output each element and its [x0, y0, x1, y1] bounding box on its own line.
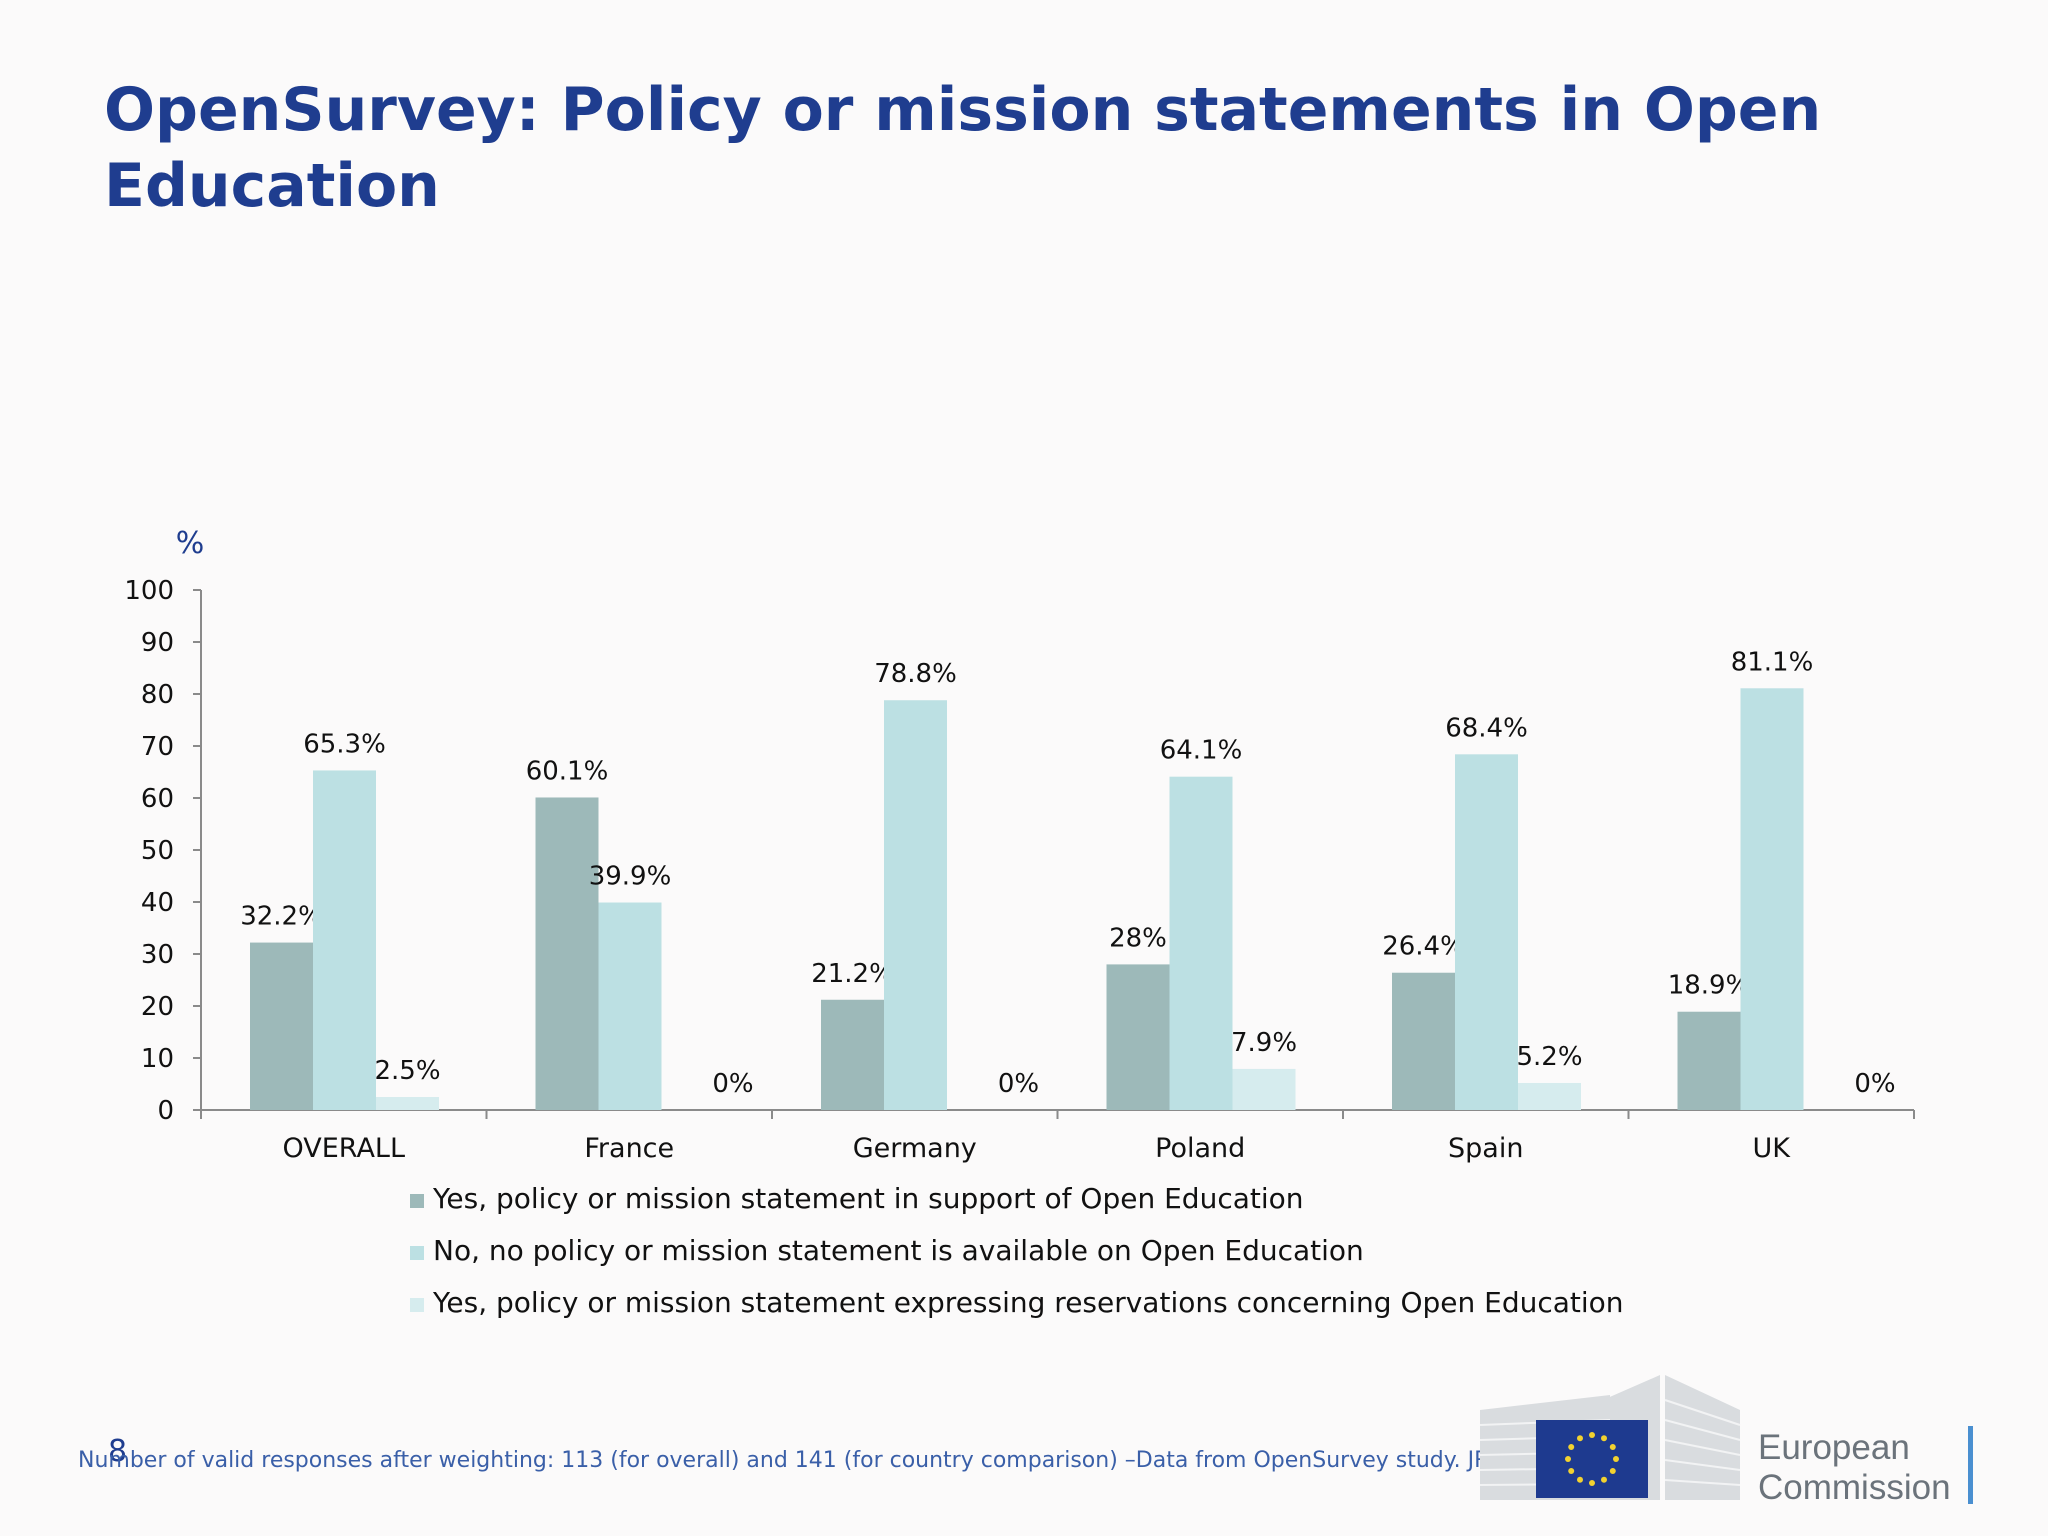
y-tick-label: 70 — [141, 732, 174, 762]
y-tick-label: 60 — [141, 784, 174, 814]
legend-label: Yes, policy or mission statement in supp… — [432, 1182, 1304, 1215]
y-tick-label: 80 — [141, 680, 174, 710]
y-axis-unit-label: % — [176, 526, 205, 561]
data-label: 39.9% — [589, 862, 672, 892]
bar — [1392, 972, 1455, 1110]
eu-star-icon — [1601, 1435, 1607, 1442]
eu-star-icon — [1589, 1432, 1595, 1438]
x-category-label: OVERALL — [282, 1133, 405, 1164]
legend-swatch — [410, 1246, 424, 1260]
eu-flag-icon — [1536, 1420, 1648, 1498]
legend-swatch — [410, 1298, 424, 1312]
eu-star-icon — [1601, 1476, 1607, 1483]
logo-line-1: European — [1758, 1428, 1910, 1467]
bar — [1455, 754, 1518, 1110]
data-label: 0% — [998, 1069, 1039, 1099]
y-tick-label: 90 — [141, 628, 174, 658]
logo-line-2: Commission — [1758, 1468, 1951, 1507]
data-label: 0% — [712, 1069, 753, 1099]
eu-star-icon — [1577, 1435, 1583, 1442]
legend-swatch — [410, 1194, 424, 1208]
eu-star-icon — [1613, 1456, 1619, 1462]
y-tick-label: 10 — [141, 1044, 174, 1074]
x-category-label: Poland — [1155, 1133, 1245, 1164]
page-number: 8 — [108, 1434, 128, 1469]
eu-star-icon — [1568, 1468, 1575, 1474]
european-commission-wordmark: European Commission — [1758, 1428, 1951, 1508]
bar — [884, 700, 947, 1110]
bar — [1169, 776, 1233, 1110]
data-label: 64.1% — [1160, 736, 1243, 766]
eu-star-icon — [1565, 1456, 1571, 1462]
data-label: 65.3% — [303, 729, 386, 759]
eu-star-icon — [1589, 1480, 1595, 1486]
bar — [313, 770, 376, 1110]
y-tick-label: 30 — [141, 940, 174, 970]
source-footnote: Number of valid responses after weightin… — [78, 1448, 1629, 1473]
data-label: 81.1% — [1731, 647, 1814, 677]
legend-label: No, no policy or mission statement is av… — [433, 1234, 1364, 1267]
data-label: 7.9% — [1231, 1028, 1297, 1058]
x-category-label: Germany — [853, 1133, 977, 1164]
y-tick-label: 100 — [124, 576, 174, 606]
bar — [1677, 1011, 1741, 1110]
logo-accent-bar — [1968, 1426, 1973, 1504]
eu-star-icon — [1609, 1444, 1616, 1450]
y-tick-label: 40 — [141, 888, 174, 918]
bar — [1740, 688, 1804, 1110]
bar — [598, 902, 662, 1110]
data-label: 0% — [1854, 1069, 1895, 1099]
bar — [821, 999, 884, 1110]
data-label: 2.5% — [374, 1056, 440, 1086]
data-label: 32.2% — [240, 902, 323, 932]
bar-chart: % 0 10 20 30 40 50 60 70 80 90 100 32.2% 65.3% 2.5% OVE… — [124, 526, 1915, 1319]
y-tick-label: 20 — [141, 992, 174, 1022]
data-label: 5.2% — [1516, 1042, 1582, 1072]
european-commission-logo — [1480, 1375, 1741, 1500]
x-category-label: Spain — [1448, 1133, 1523, 1164]
y-tick-label: 50 — [141, 836, 174, 866]
data-label: 26.4% — [1382, 932, 1465, 962]
data-label: 60.1% — [526, 756, 609, 786]
data-label: 18.9% — [1668, 971, 1751, 1001]
bar — [1232, 1068, 1296, 1110]
slide-title: OpenSurvey: Policy or mission statements… — [104, 75, 1822, 221]
bar — [535, 797, 599, 1110]
eu-star-icon — [1609, 1468, 1616, 1474]
eu-star-icon — [1568, 1444, 1575, 1450]
data-label: 68.4% — [1445, 713, 1528, 743]
x-category-label: UK — [1753, 1133, 1792, 1164]
bar — [1518, 1082, 1581, 1110]
eu-star-icon — [1577, 1476, 1583, 1483]
bar — [376, 1097, 439, 1110]
data-label: 21.2% — [811, 959, 894, 989]
x-category-label: France — [584, 1133, 674, 1164]
legend-label: Yes, policy or mission statement express… — [432, 1286, 1624, 1319]
data-label: 28% — [1109, 923, 1167, 953]
y-tick-label: 0 — [157, 1096, 174, 1126]
data-label: 78.8% — [874, 659, 957, 689]
bar — [250, 942, 313, 1110]
bar — [1106, 964, 1170, 1110]
